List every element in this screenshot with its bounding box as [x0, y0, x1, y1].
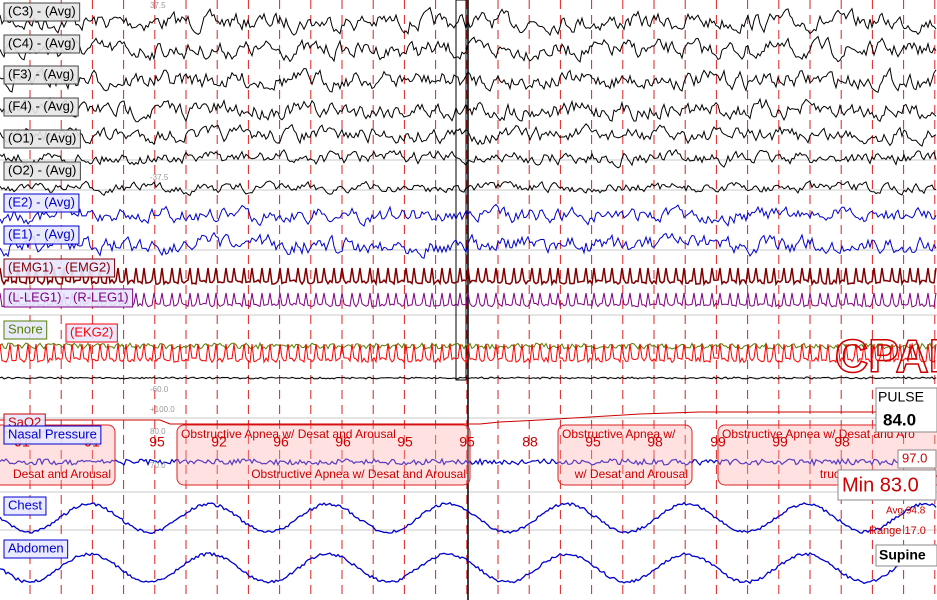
waveform: [0, 267, 937, 287]
channel-label-box: [3, 97, 79, 117]
channel-label: (E2) - (Avg): [8, 194, 75, 209]
waveform: [0, 376, 937, 380]
scale-label: 37.5: [150, 1, 166, 10]
channel-label-box: [3, 225, 80, 245]
channel-label: (EKG2): [70, 324, 113, 339]
waveform: [0, 203, 937, 227]
channel-label: Nasal Pressure: [8, 426, 97, 441]
spo2-reading: 96: [273, 434, 289, 450]
waveform: [0, 292, 937, 308]
position-box: [875, 544, 937, 567]
waveform: [0, 551, 937, 585]
channel-label-box: [3, 193, 80, 213]
position: Supine: [879, 547, 926, 563]
pulse-label: PULSE: [878, 389, 924, 405]
spo2-reading: 99: [772, 434, 788, 450]
spo2-reading: 95: [397, 434, 413, 450]
event-top: Obstructive Apnea w/: [562, 427, 676, 441]
spo2-reading: 99: [710, 434, 726, 450]
waveform: [0, 66, 937, 94]
channel-label-box: [3, 320, 48, 340]
waveform: [0, 501, 937, 534]
watermark: CPAP: [835, 330, 937, 382]
waveform: [0, 6, 937, 37]
event-bottom: w/ Desat and Arousal: [574, 467, 688, 481]
waveform: [0, 96, 937, 123]
channel-label: (F4) - (Avg): [8, 98, 74, 113]
spo2-reading: 88: [522, 434, 538, 450]
event-box: [557, 424, 693, 486]
event-top: Obstructive Apnea w/ Desat and Arousal: [181, 427, 396, 441]
event-top: Obstructive Apnea w/ Desat and Aro: [722, 427, 915, 441]
channel-label: (O1) - (Avg): [8, 130, 76, 145]
cursor-box: [455, 0, 467, 381]
channel-label: (E1) - (Avg): [8, 226, 75, 241]
waveform: [0, 35, 937, 63]
waveforms: [0, 6, 937, 585]
spo2-reading: 96: [335, 434, 351, 450]
scale-label: 70.0: [150, 461, 166, 470]
channel-label: (C4) - (Avg): [8, 35, 76, 50]
pulse-box: [875, 387, 937, 433]
channel-label-box: [3, 425, 102, 445]
waveform: [0, 231, 937, 259]
channel-label: (L-LEG1) - (R-LEG1): [8, 289, 129, 304]
channel-label-box: [3, 34, 81, 54]
waveform: [0, 180, 937, 197]
min-box: [837, 469, 937, 501]
channel-label-box: [3, 288, 134, 308]
waveform: [0, 123, 937, 147]
channel-label-box: [3, 539, 69, 559]
channel-label: (O2) - (Avg): [8, 162, 76, 177]
scale-label: 80.0: [150, 427, 166, 436]
channel-label: (C3) - (Avg): [8, 3, 76, 18]
overlays: CPAP 37.5 -37.5 -60.0 +100.0 80.0 70.0 Desat an…: [0, 1, 937, 567]
event-bottom: Obstructive Apnea w/ Desat and Arousal: [251, 467, 466, 481]
event-bottom: Desat and Arousal: [13, 467, 111, 481]
avg-value: Avg 94.8: [886, 506, 926, 517]
waveform: [0, 148, 937, 169]
channel-label-box: [65, 323, 118, 343]
range-value: Range 17.0: [869, 525, 926, 537]
channel-label: (F3) - (Avg): [8, 66, 74, 81]
spo2-reading: 95: [149, 434, 165, 450]
channel-label: (EMG1) - (EMG2): [8, 259, 111, 274]
spo2-reading: 98: [834, 434, 850, 450]
spo2-trace: [0, 411, 937, 425]
scale-label: +100.0: [150, 405, 175, 414]
channel-label-box: [3, 161, 81, 181]
channel-label-box: [3, 258, 116, 278]
spo2-reading: 98: [647, 434, 663, 450]
scale-label: -37.5: [150, 173, 169, 182]
event-box: [176, 424, 471, 486]
current-box: [897, 449, 937, 469]
channel-label: Abdomen: [8, 540, 64, 555]
current-value: 97.0: [902, 450, 927, 465]
channel-label: Chest: [8, 497, 42, 512]
channel-label-box: [3, 496, 47, 516]
pulse-value: 84.0: [883, 410, 916, 429]
spo2-reading: 95: [459, 434, 475, 450]
waveform: [0, 343, 937, 365]
channel-label-box: [3, 65, 79, 85]
channel-label-box: [3, 129, 81, 149]
channel-label-box: [3, 2, 81, 22]
spo2-reading: 95: [585, 434, 601, 450]
channel-label: Snore: [8, 321, 43, 336]
waveform: [0, 457, 937, 467]
scale-label: -60.0: [150, 385, 169, 394]
min-value: Min 83.0: [842, 474, 919, 496]
spo2-reading: 92: [211, 434, 227, 450]
